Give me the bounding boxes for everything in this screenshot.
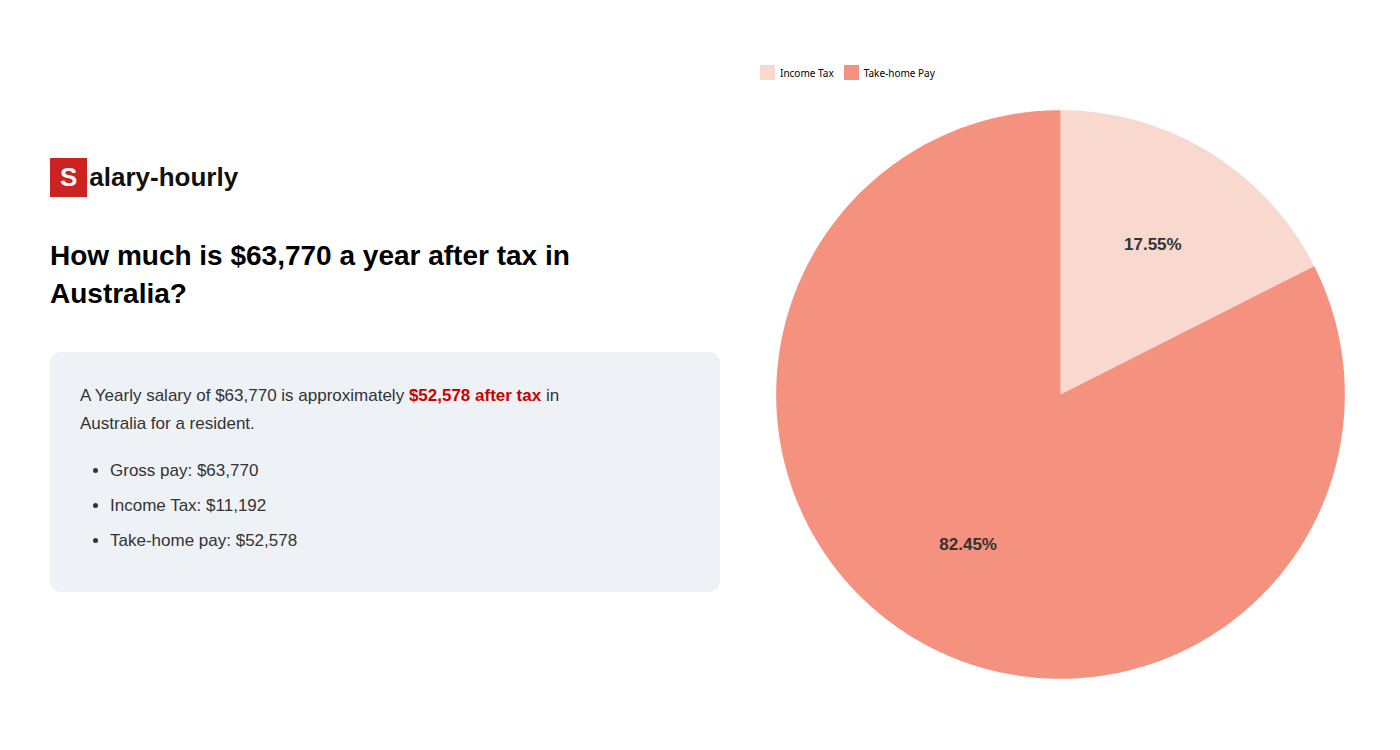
html-text:Income Tax: $11,192: Income Tax: $11,192 xyxy=(110,495,267,515)
html-text:Take-home Pay: Take-home Pay xyxy=(863,65,935,80)
html-text:S: S xyxy=(60,161,78,192)
svg-text:17.55%: 17.55% xyxy=(1124,235,1182,254)
html-text:Income Tax: Income Tax xyxy=(780,65,834,80)
svg-text:82.45%: 82.45% xyxy=(939,535,997,554)
html-text:Take-home pay: $52,578: Take-home pay: $52,578 xyxy=(110,531,298,551)
html-text:A Yearly salary of $63,770 is: A Yearly salary of $63,770 is approximat… xyxy=(80,386,560,406)
html-text:alary-hourly: alary-hourly xyxy=(89,161,239,192)
html-text:Gross pay: $63,770: Gross pay: $63,770 xyxy=(110,460,259,480)
html-text:Australia for a resident.: Australia for a resident. xyxy=(80,413,255,433)
html-text:How much is $63,770 a year aft: How much is $63,770 a year after tax in … xyxy=(50,239,570,309)
